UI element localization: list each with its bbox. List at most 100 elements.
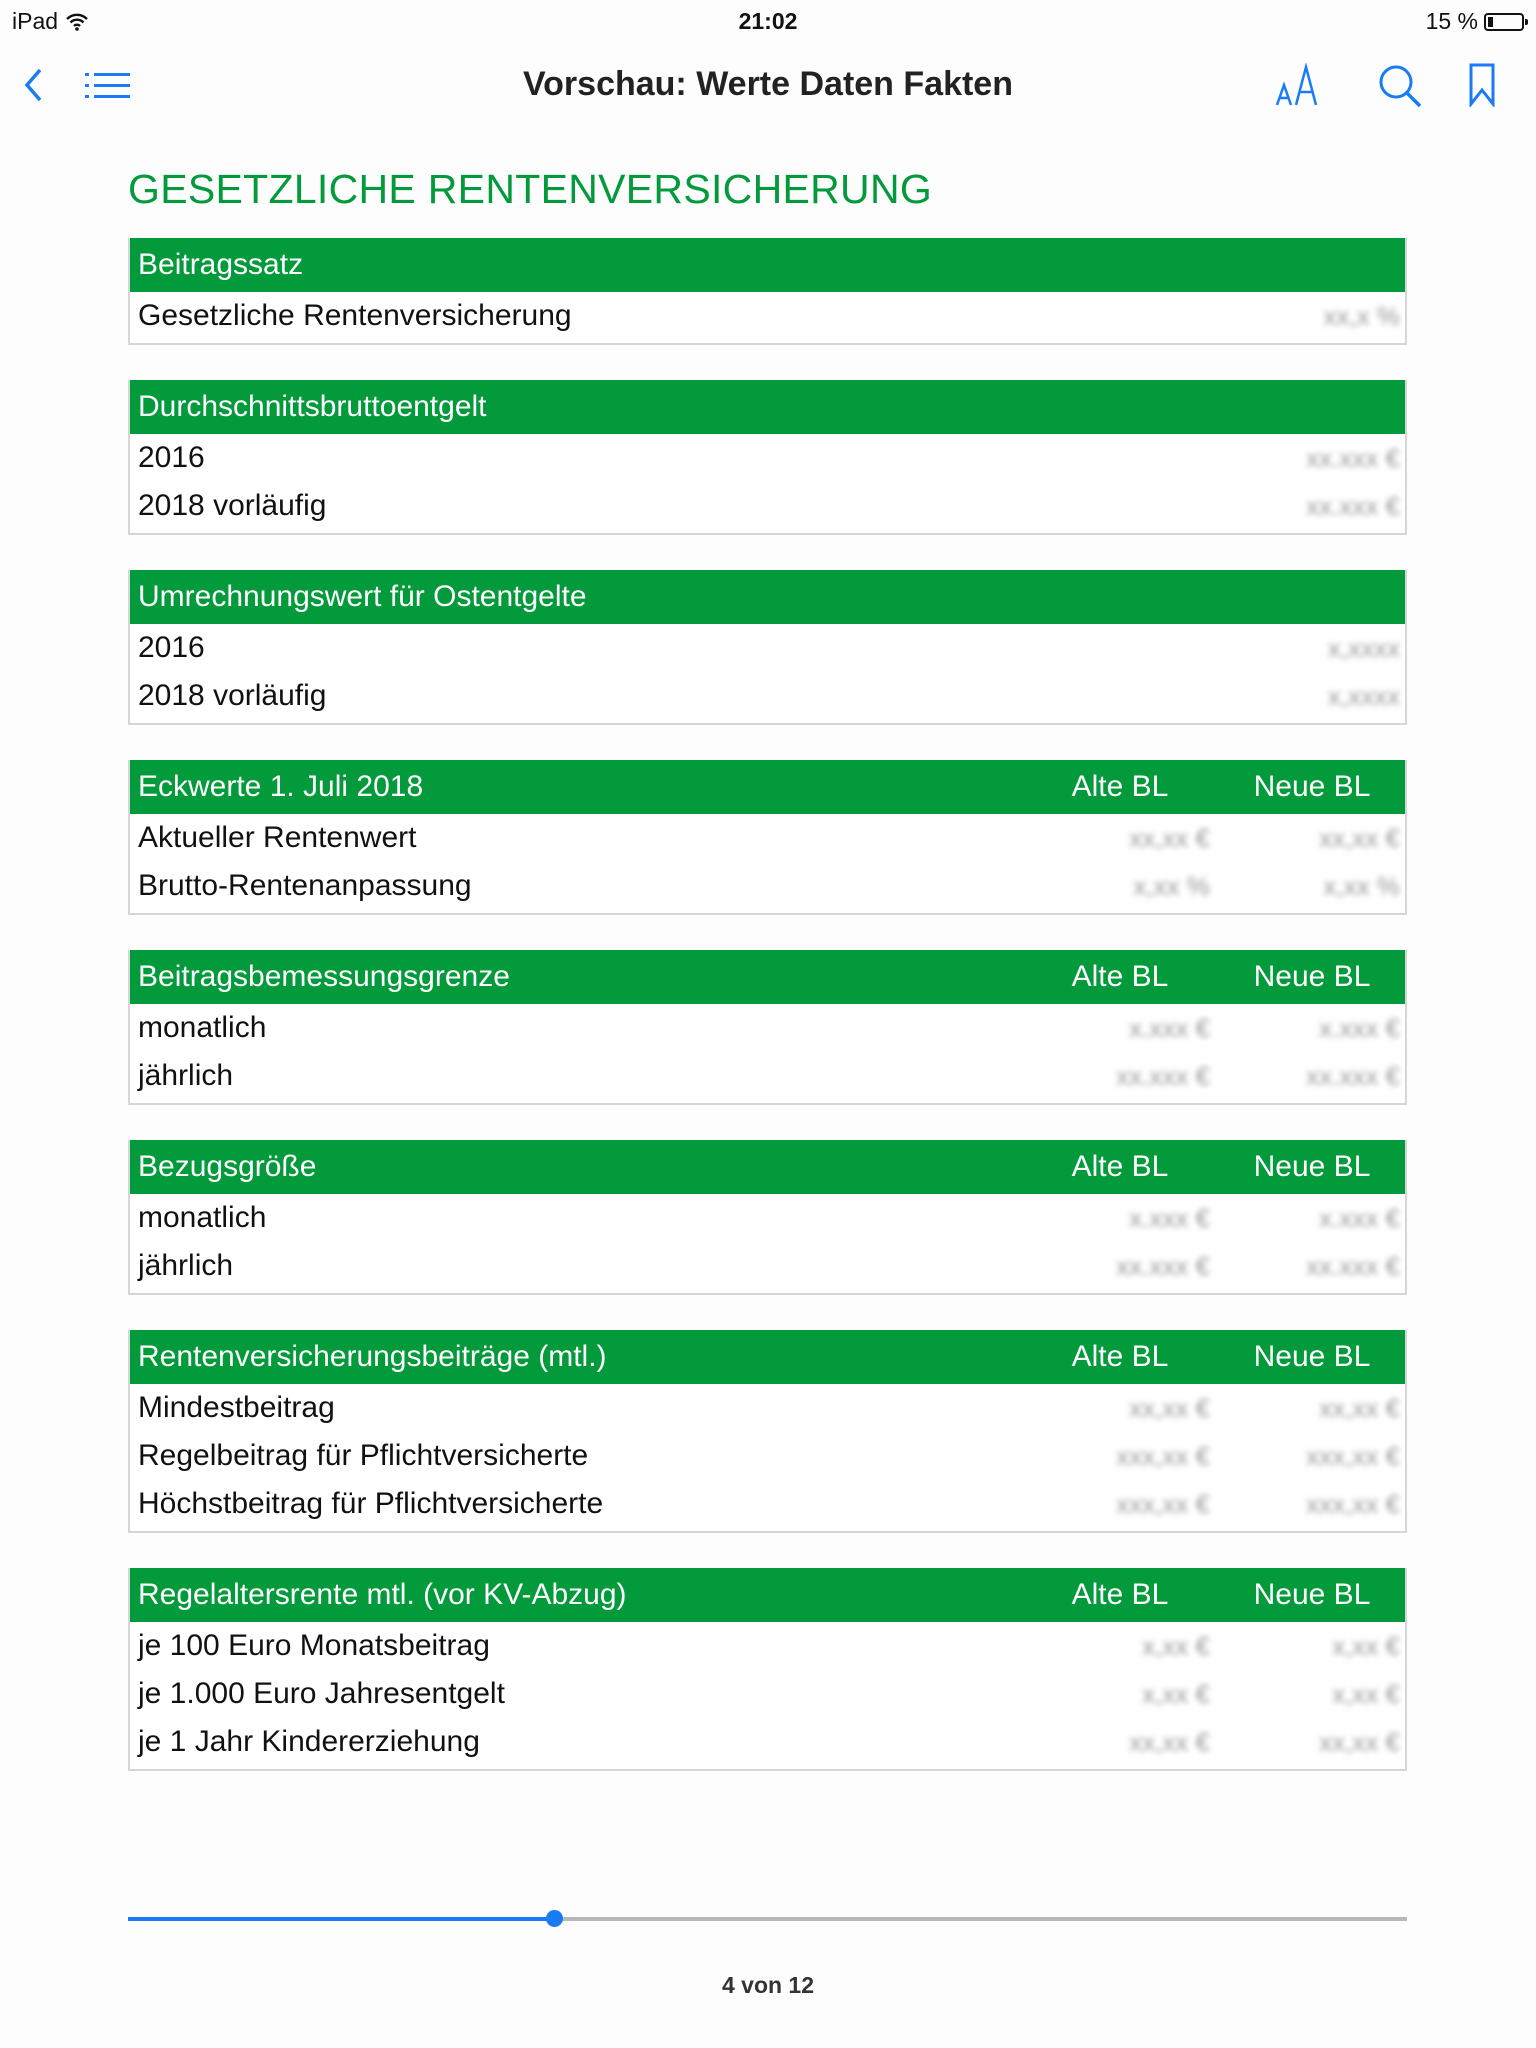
column-header: Neue BL (1253, 1150, 1371, 1183)
data-table: Regelaltersrente mtl. (vor KV-Abzug) Alte… (128, 1568, 1407, 1771)
page-indicator: 4 von 12 (721, 1972, 815, 1998)
section-heading: GESETZLICHE RENTENVERSICHERUNG (128, 166, 933, 212)
blurred-value: x,xx % (1133, 870, 1210, 901)
row-label: jährlich (138, 1249, 234, 1282)
data-table: Umrechnungswert für Ostentgelte 2016 x,xxx… (128, 570, 1407, 725)
page-title: Vorschau: Werte Daten Fakten (523, 65, 1013, 103)
column-header: Neue BL (1253, 1340, 1371, 1373)
blurred-value: xx,xx € (1319, 1726, 1400, 1757)
table-row: monatlich x.xxx € x.xxx € (130, 1004, 1405, 1052)
blurred-value: x,xx € (1332, 1630, 1400, 1661)
blurred-value: xx,xx € (1129, 1726, 1210, 1757)
column-header: Alte BL (1071, 770, 1169, 803)
blurred-value: xx.xxx € (1306, 490, 1400, 521)
blurred-value: xx.xxx € (1116, 1250, 1210, 1281)
blurred-value: xx,x % (1323, 300, 1400, 331)
row-label: je 1 Jahr Kindererziehung (138, 1725, 480, 1758)
blurred-value: x,xx € (1332, 1678, 1400, 1709)
clock: 21:02 (738, 8, 798, 34)
table-row: Mindestbeitrag xx,xx € xx,xx € (130, 1384, 1405, 1432)
blurred-value: xx.xxx € (1116, 1060, 1210, 1091)
table-header: Umrechnungswert für Ostentgelte (130, 570, 1405, 624)
table-header: Eckwerte 1. Juli 2018 Alte BL Neue BL (130, 760, 1405, 814)
row-label: 2018 vorläufig (138, 489, 327, 522)
table-row: je 100 Euro Monatsbeitrag x,xx € x,xx € (130, 1622, 1405, 1670)
table-title: Regelaltersrente mtl. (vor KV-Abzug) (138, 1578, 627, 1611)
page-slider[interactable] (128, 1910, 1407, 1927)
table-header: Rentenversicherungsbeiträge (mtl.) Alte B… (130, 1330, 1405, 1384)
status-bar: iPad 21:02 15 % (0, 0, 1536, 40)
device-name: iPad (12, 8, 59, 34)
row-label: monatlich (138, 1011, 267, 1044)
table-header: Regelaltersrente mtl. (vor KV-Abzug) Alte… (130, 1568, 1405, 1622)
row-label: Regelbeitrag für Pflichtversicherte (138, 1439, 589, 1472)
chevron-left-icon[interactable] (22, 67, 44, 103)
column-header: Alte BL (1071, 1578, 1169, 1611)
blurred-value: xxx,xx € (1116, 1488, 1210, 1519)
table-title: Eckwerte 1. Juli 2018 (138, 770, 424, 803)
table-row: je 1.000 Euro Jahresentgelt x,xx € x,xx € (130, 1670, 1405, 1718)
blurred-value: xx,xx € (1319, 1392, 1400, 1423)
table-title: Bezugsgröße (138, 1150, 317, 1183)
data-table: Durchschnittsbruttoentgelt 2016 xx.xxx €20… (128, 380, 1407, 535)
row-label: Gesetzliche Rentenversicherung (138, 299, 572, 332)
table-row: je 1 Jahr Kindererziehung xx,xx € xx,xx € (130, 1718, 1405, 1766)
row-label: Aktueller Rentenwert (138, 821, 417, 854)
data-table: Eckwerte 1. Juli 2018 Alte BL Neue BL Aktue… (128, 760, 1407, 915)
table-row: 2018 vorläufig xx.xxx € (130, 482, 1405, 530)
table-row: 2016 xx.xxx € (130, 434, 1405, 482)
column-header: Alte BL (1071, 1150, 1169, 1183)
row-label: 2018 vorläufig (138, 679, 327, 712)
search-icon[interactable] (1377, 63, 1423, 109)
blurred-value: x.xxx € (1129, 1202, 1210, 1233)
table-row: 2018 vorläufig x,xxxx (130, 672, 1405, 720)
blurred-value: x.xxx € (1129, 1012, 1210, 1043)
bookmark-icon[interactable] (1468, 63, 1496, 107)
font-size-icon[interactable] (1275, 63, 1329, 107)
data-table: Beitragssatz Gesetzliche Rentenversicheru… (128, 238, 1407, 345)
table-title: Beitragssatz (138, 248, 304, 281)
blurred-value: x.xxx € (1319, 1202, 1400, 1233)
table-row: Regelbeitrag für Pflichtversicherte xxx,x… (130, 1432, 1405, 1480)
table-header: Bezugsgröße Alte BL Neue BL (130, 1140, 1405, 1194)
column-header: Alte BL (1071, 960, 1169, 993)
data-table: Beitragsbemessungsgrenze Alte BL Neue BL mo… (128, 950, 1407, 1105)
blurred-value: x,xxxx (1327, 680, 1400, 711)
table-row: monatlich x.xxx € x.xxx € (130, 1194, 1405, 1242)
table-header: Beitragssatz (130, 238, 1405, 292)
navigation-bar: Vorschau: Werte Daten Fakten (0, 55, 1536, 115)
blurred-value: x,xx € (1142, 1630, 1210, 1661)
column-header: Neue BL (1253, 960, 1371, 993)
table-title: Rentenversicherungsbeiträge (mtl.) (138, 1340, 607, 1373)
blurred-value: x,xx % (1323, 870, 1400, 901)
table-header: Durchschnittsbruttoentgelt (130, 380, 1405, 434)
row-label: Mindestbeitrag (138, 1391, 335, 1424)
table-row: Höchstbeitrag für Pflichtversicherte xxx,… (130, 1480, 1405, 1528)
row-label: je 1.000 Euro Jahresentgelt (138, 1677, 505, 1710)
table-row: jährlich xx.xxx € xx.xxx € (130, 1052, 1405, 1100)
blurred-value: xx.xxx € (1306, 1060, 1400, 1091)
blurred-value: xx.xxx € (1306, 442, 1400, 473)
table-title: Durchschnittsbruttoentgelt (138, 390, 487, 423)
row-label: je 100 Euro Monatsbeitrag (138, 1629, 490, 1662)
row-label: 2016 (138, 631, 205, 664)
blurred-value: x.xxx € (1319, 1012, 1400, 1043)
list-icon[interactable] (85, 72, 131, 100)
data-table: Bezugsgröße Alte BL Neue BL monatlich x.xxx … (128, 1140, 1407, 1295)
row-label: Höchstbeitrag für Pflichtversicherte (138, 1487, 604, 1520)
wifi-icon (66, 13, 88, 31)
table-title: Beitragsbemessungsgrenze (138, 960, 510, 993)
slider-knob[interactable] (545, 1910, 563, 1927)
row-label: Brutto-Rentenanpassung (138, 869, 472, 902)
table-title: Umrechnungswert für Ostentgelte (138, 580, 587, 613)
data-table: Rentenversicherungsbeiträge (mtl.) Alte B… (128, 1330, 1407, 1533)
column-header: Alte BL (1071, 1340, 1169, 1373)
table-row: 2016 x,xxxx (130, 624, 1405, 672)
battery-icon (1484, 12, 1528, 31)
tables-container: Beitragssatz Gesetzliche Rentenversicheru… (128, 238, 1407, 1771)
blurred-value: xxx,xx € (1306, 1440, 1400, 1471)
row-label: monatlich (138, 1201, 267, 1234)
row-label: 2016 (138, 441, 205, 474)
table-row: Brutto-Rentenanpassung x,xx % x,xx % (130, 862, 1405, 910)
blurred-value: x,xxxx (1327, 632, 1400, 663)
